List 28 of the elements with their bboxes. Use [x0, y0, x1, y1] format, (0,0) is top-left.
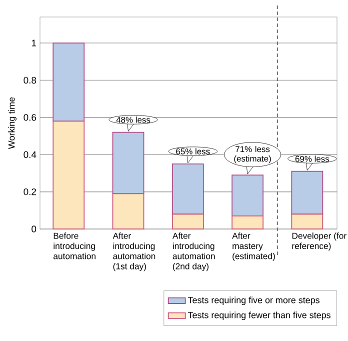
x-tick-label: Developer (for reference) — [292, 232, 346, 251]
annotation: 71% less (estimate) — [234, 146, 271, 164]
bar — [291, 170, 324, 215]
y-tick-label: 0.8 — [24, 76, 36, 84]
x-tick-label: After introducing automation (1st day) — [112, 232, 156, 272]
x-tick-label: Before introducing automation — [54, 232, 96, 260]
y-tick-label: 1 — [32, 40, 36, 46]
y-axis-title: Working time — [8, 97, 16, 150]
bar — [232, 174, 264, 216]
bar — [52, 42, 85, 122]
y-tick-label: 0.6 — [24, 114, 36, 121]
bar — [172, 163, 204, 215]
bar — [52, 120, 85, 230]
bar — [172, 214, 204, 230]
y-tick-label: 0 — [32, 226, 36, 232]
legend-label: Tests requiring fewer than five steps — [188, 312, 330, 320]
annotation: 65% less — [176, 148, 210, 154]
y-tick-label: 0.2 — [24, 188, 36, 196]
annotation: 48% less — [116, 116, 150, 123]
x-tick-label: After mastery (estimated) — [232, 232, 275, 261]
bar — [112, 193, 144, 230]
x-tick-label: After introducing automation (2nd day) — [172, 232, 215, 272]
annotation: 69% less — [295, 156, 330, 162]
bar — [291, 214, 324, 230]
bar — [232, 216, 264, 230]
legend-label: Tests requiring five or more steps — [188, 296, 320, 306]
bar — [112, 132, 144, 194]
y-tick-label: 0.4 — [24, 151, 36, 158]
